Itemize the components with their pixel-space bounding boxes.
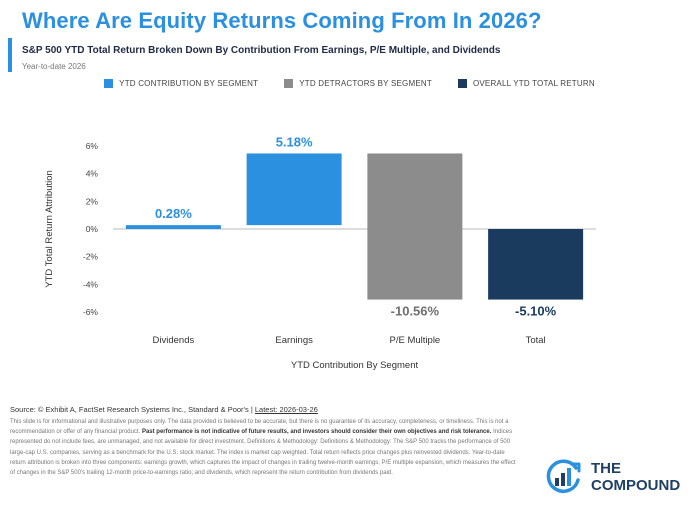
brand-wordmark: THE COMPOUND xyxy=(591,460,680,494)
data-label: 0.28% xyxy=(155,206,192,221)
bar-dividends xyxy=(125,225,221,229)
y-tick-label: -4% xyxy=(83,279,99,289)
legend-swatch-total xyxy=(457,79,467,88)
chart-legend: YTD CONTRIBUTION BY SEGMENT YTD DETRACTO… xyxy=(0,79,699,88)
x-axis-title: YTD Contribution By Segment xyxy=(291,360,419,371)
data-label: 5.18% xyxy=(276,134,313,149)
period-label: Year-to-date 2026 xyxy=(22,62,86,71)
data-label: -5.10% xyxy=(515,304,557,319)
y-tick-label: 0% xyxy=(86,224,99,234)
category-labels: Dividends Earnings P/E Multiple Total xyxy=(153,335,546,346)
y-tick-label: 4% xyxy=(86,169,99,179)
disclaimer-text: This slide is for informational and illu… xyxy=(10,417,520,478)
legend-swatch-detractors xyxy=(284,79,294,88)
brand-logo: THE COMPOUND xyxy=(545,458,680,496)
bar-earnings xyxy=(246,153,342,226)
y-tick-label: -2% xyxy=(83,252,99,262)
y-axis-title: YTD Total Return Attribution xyxy=(44,170,55,288)
category-label: Total xyxy=(526,335,546,346)
disclaimer-part-b: Indices represented do not include fees,… xyxy=(10,429,516,477)
data-label: -10.56% xyxy=(391,304,440,319)
chart-title: Where Are Equity Returns Coming From In … xyxy=(22,8,542,33)
y-tick-label: 2% xyxy=(86,196,99,206)
chart-subtitle: S&P 500 YTD Total Return Broken Down By … xyxy=(22,45,501,56)
legend-label-contribution: YTD CONTRIBUTION BY SEGMENT xyxy=(119,79,259,88)
waterfall-chart: 6% 4% 2% 0% -2% -4% -6% 0.28% 5.18% -10.56% -5.10… xyxy=(44,134,596,371)
disclaimer-bold-part: Past performance is not indicative of fu… xyxy=(141,429,492,436)
category-label: Earnings xyxy=(275,335,313,346)
brand-line-1: THE xyxy=(591,460,621,477)
bar-series xyxy=(125,153,584,300)
category-label: P/E Multiple xyxy=(390,335,441,346)
disclaimer-part-a: This slide is for informational and illu… xyxy=(10,419,509,436)
bar-p-e-multiple xyxy=(367,153,463,300)
compound-logo-icon xyxy=(546,459,581,493)
legend-item-contribution: YTD CONTRIBUTION BY SEGMENT xyxy=(104,79,258,88)
y-tick-label: 6% xyxy=(86,141,99,151)
legend-item-detractors: YTD DETRACTORS BY SEGMENT xyxy=(284,79,432,88)
y-axis: 6% 4% 2% 0% -2% -4% -6% xyxy=(83,141,99,317)
brand-line-2: COMPOUND xyxy=(591,477,681,494)
footer-notes: Source: © Exhibit A, FactSet Research Sy… xyxy=(10,405,520,478)
legend-swatch-contribution xyxy=(104,79,114,88)
y-tick-label: -6% xyxy=(83,307,99,317)
bar-total xyxy=(488,229,584,300)
category-label: Dividends xyxy=(153,335,195,346)
data-labels: 0.28% 5.18% -10.56% -5.10% xyxy=(155,134,557,318)
source-text: Source: © Exhibit A, FactSet Research Sy… xyxy=(10,405,253,414)
legend-label-total: OVERALL YTD TOTAL RETURN xyxy=(472,79,595,88)
legend-label-detractors: YTD DETRACTORS BY SEGMENT xyxy=(299,79,432,88)
legend-item-total: OVERALL YTD TOTAL RETURN xyxy=(457,79,595,88)
source-line: Source: © Exhibit A, FactSet Research Sy… xyxy=(10,405,520,414)
latest-date-link[interactable]: Latest: 2026-03-26 xyxy=(254,405,318,414)
title-accent-rule xyxy=(8,38,12,72)
